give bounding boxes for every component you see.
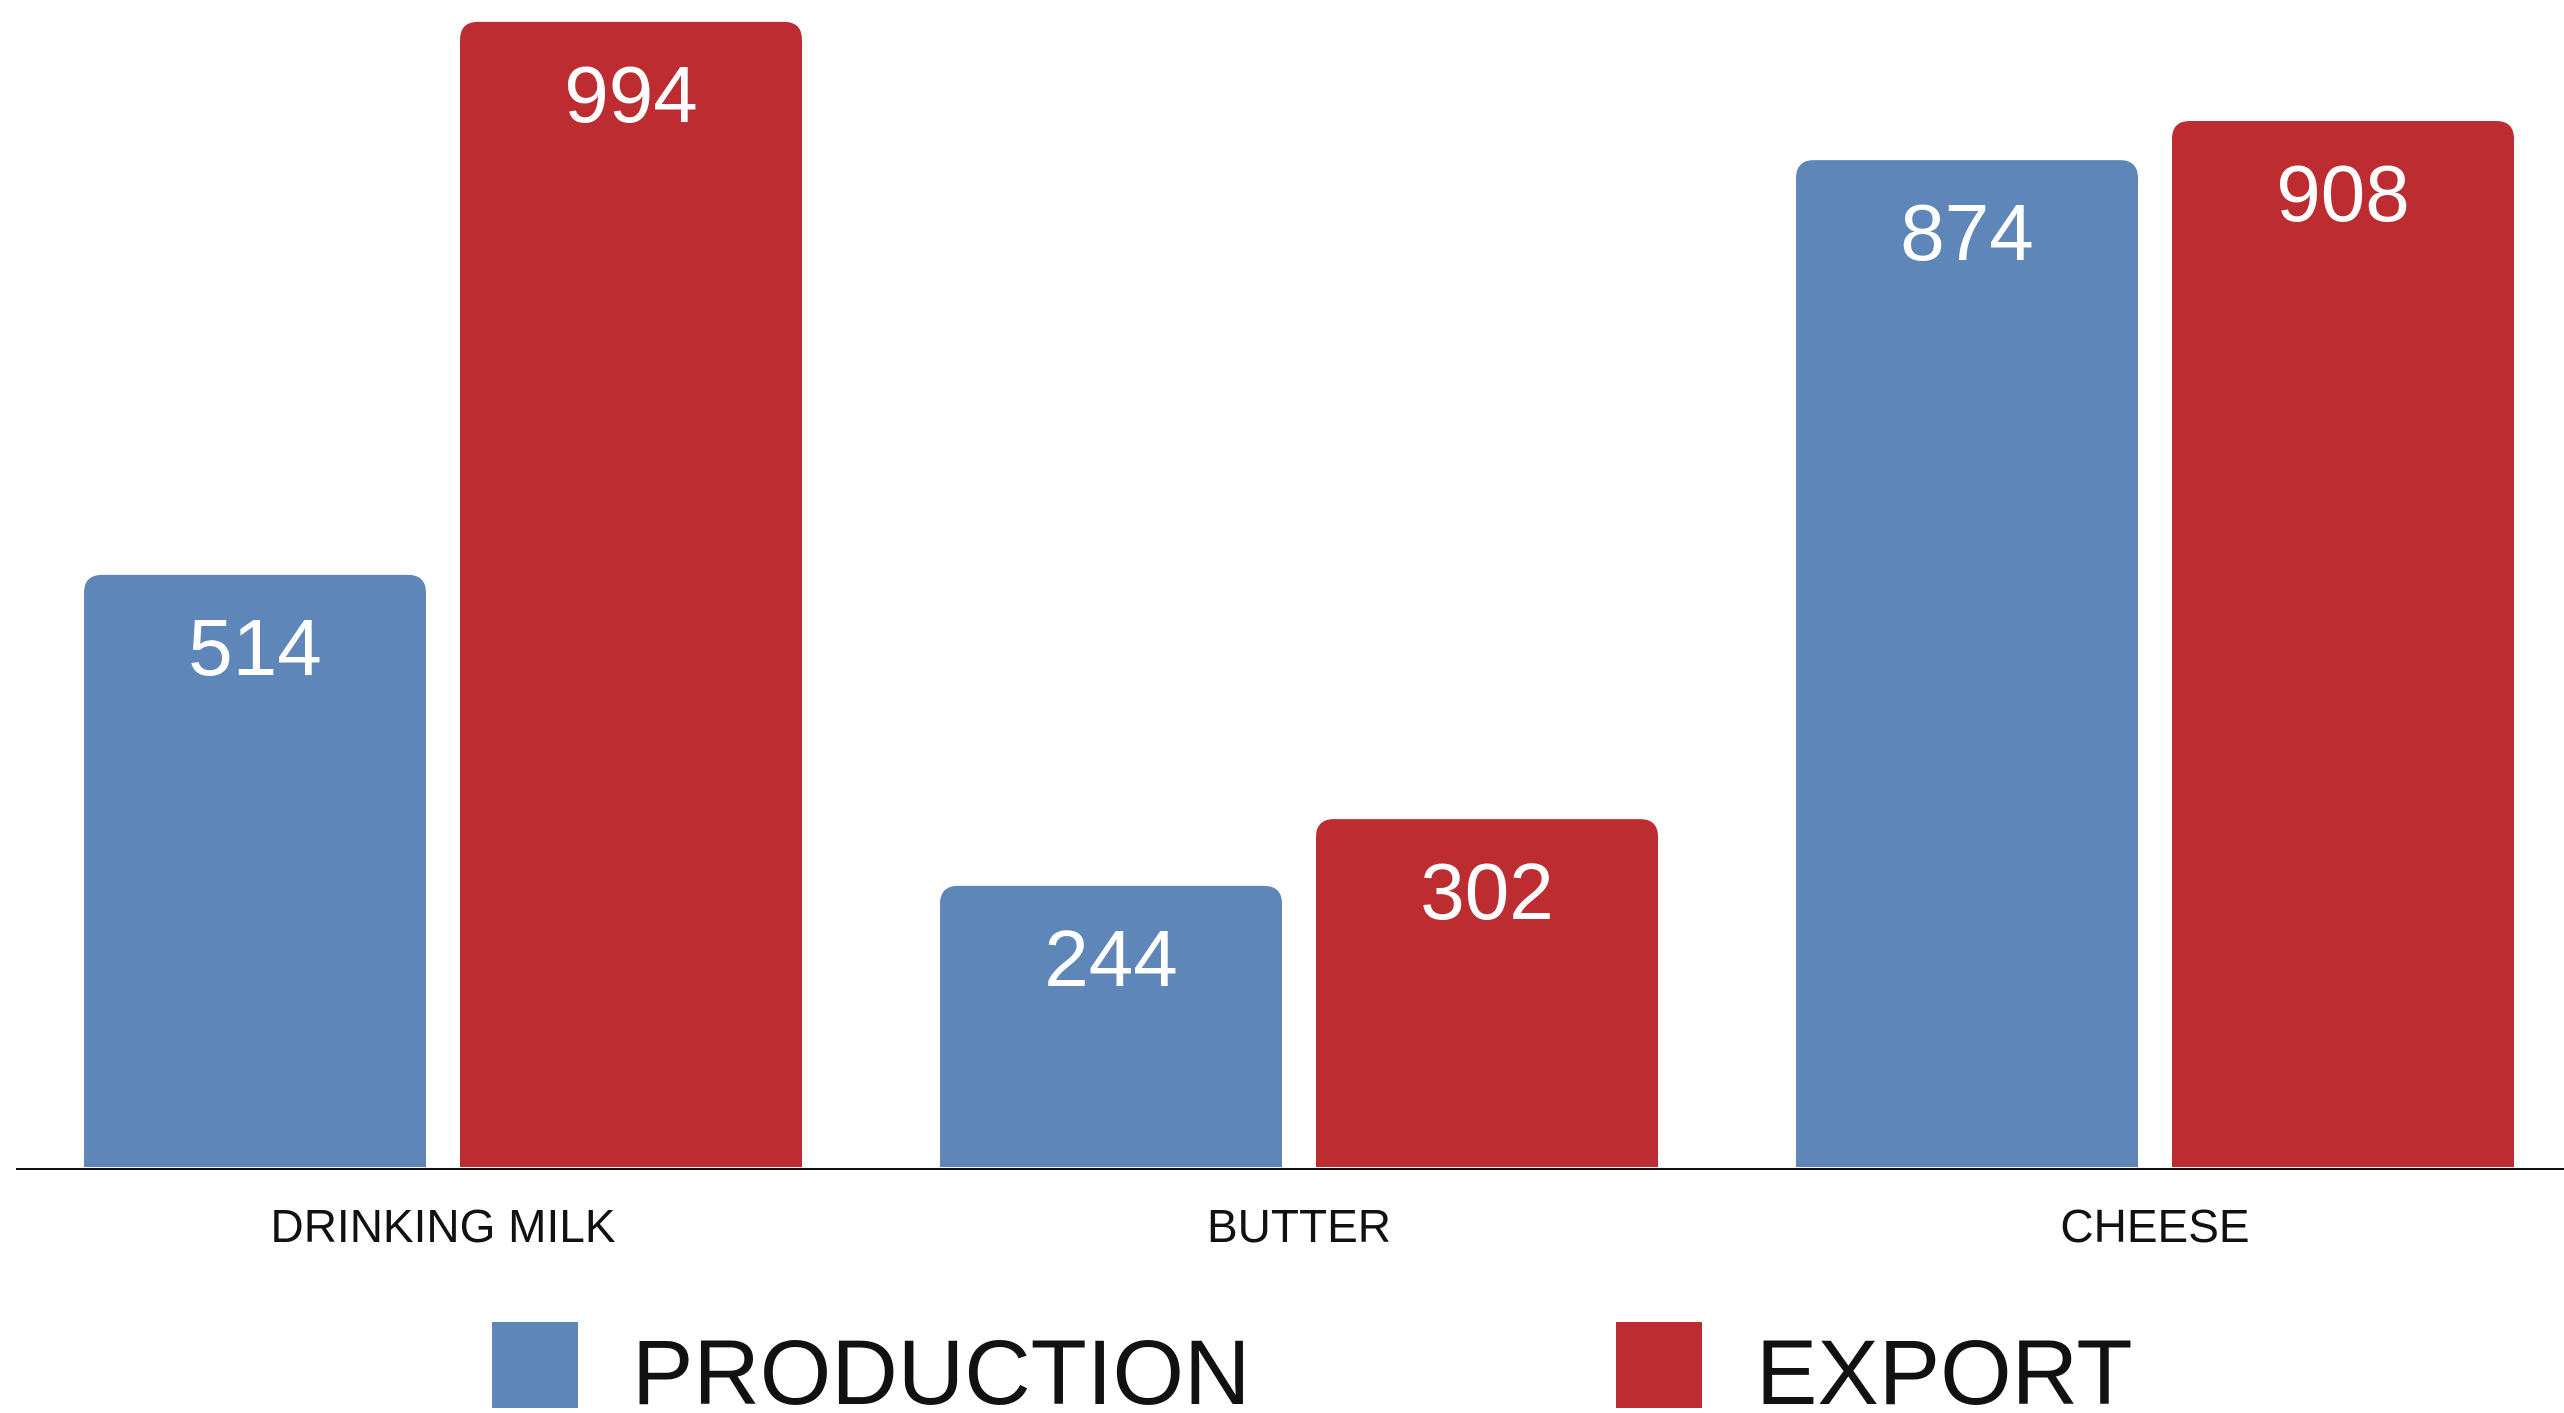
bar-production-cheese — [1796, 160, 2138, 1168]
x-tick-label-cheese: CHEESE — [2060, 1200, 2249, 1252]
data-label-production-butter: 244 — [1044, 914, 1177, 1003]
data-label-export-cheese: 908 — [2276, 149, 2409, 238]
bar-export-butter — [1316, 819, 1658, 1167]
data-label-production-cheese: 874 — [1900, 188, 2033, 277]
bars-layer: 514 994 244 302 874 908 — [84, 21, 2514, 1168]
legend-swatch-production — [492, 1322, 578, 1408]
bar-export-cheese — [2172, 120, 2514, 1167]
bar-export-drinking-milk — [460, 21, 802, 1168]
bar-production-butter — [940, 885, 1282, 1167]
data-label-production-drinking-milk: 514 — [188, 603, 321, 692]
data-label-export-butter: 302 — [1420, 847, 1553, 936]
legend-swatch-export — [1616, 1322, 1702, 1408]
data-label-export-drinking-milk: 994 — [564, 50, 697, 139]
legend-label-production: PRODUCTION — [632, 1322, 1250, 1408]
legend: PRODUCTION EXPORT — [492, 1322, 2133, 1413]
bar-production-drinking-milk — [84, 574, 426, 1167]
legend-label-export: EXPORT — [1756, 1322, 2133, 1408]
x-tick-label-butter: BUTTER — [1207, 1200, 1391, 1252]
x-tick-label-drinking-milk: DRINKING MILK — [270, 1200, 615, 1252]
category-labels: DRINKING MILK BUTTER CHEESE — [270, 1200, 2249, 1252]
